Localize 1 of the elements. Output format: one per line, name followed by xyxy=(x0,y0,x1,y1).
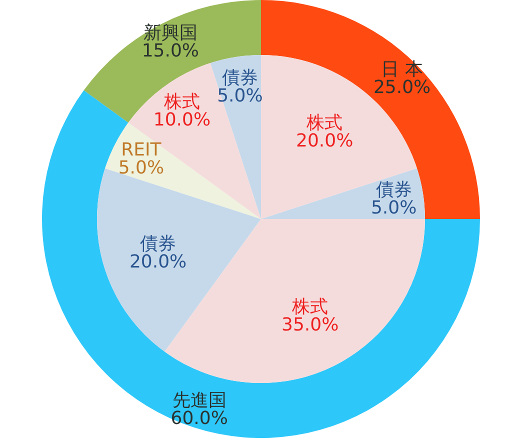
donut-slice xyxy=(261,0,480,219)
